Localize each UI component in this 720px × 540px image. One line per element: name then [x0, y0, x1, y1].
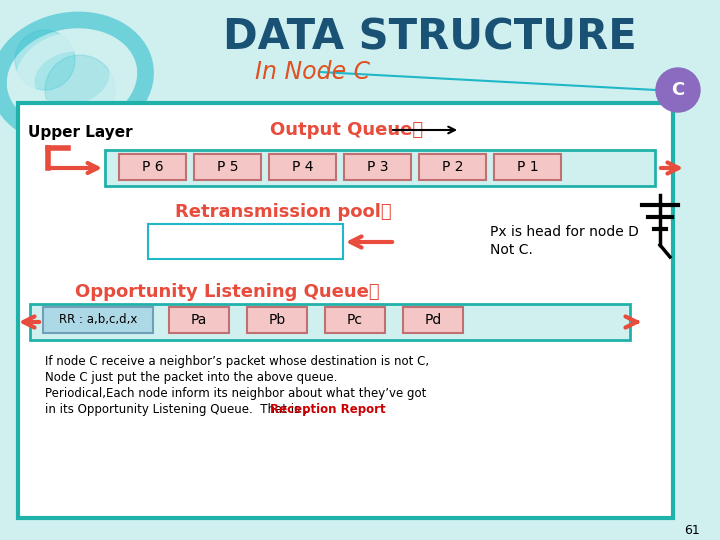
- Text: 61: 61: [684, 523, 700, 537]
- Text: P 6: P 6: [142, 160, 163, 174]
- Text: C: C: [671, 81, 685, 99]
- FancyBboxPatch shape: [269, 154, 336, 180]
- Text: In Node C: In Node C: [255, 60, 370, 84]
- Text: Pb: Pb: [269, 313, 286, 327]
- Text: Reception Report: Reception Report: [270, 403, 385, 416]
- Text: Output Queue：: Output Queue：: [270, 121, 423, 139]
- Text: P 5: P 5: [217, 160, 238, 174]
- Text: P 1: P 1: [517, 160, 539, 174]
- Text: P 2: P 2: [442, 160, 463, 174]
- Text: in its Opportunity Listening Queue.  That is ,: in its Opportunity Listening Queue. That…: [45, 403, 312, 416]
- Text: Px is head for node D: Px is head for node D: [490, 225, 639, 239]
- Text: Pc: Pc: [347, 313, 363, 327]
- FancyBboxPatch shape: [325, 307, 385, 333]
- FancyBboxPatch shape: [18, 103, 673, 518]
- Text: RR : a,b,c,d,x: RR : a,b,c,d,x: [59, 314, 138, 327]
- FancyBboxPatch shape: [148, 224, 343, 259]
- Text: DATA STRUCTURE: DATA STRUCTURE: [223, 17, 637, 59]
- Circle shape: [15, 30, 75, 90]
- FancyBboxPatch shape: [105, 150, 655, 186]
- Text: Pd: Pd: [424, 313, 441, 327]
- Text: Upper Layer: Upper Layer: [28, 125, 132, 139]
- FancyBboxPatch shape: [194, 154, 261, 180]
- Text: Not C.: Not C.: [490, 243, 533, 257]
- FancyBboxPatch shape: [169, 307, 229, 333]
- FancyBboxPatch shape: [30, 304, 630, 340]
- Text: Node C just put the packet into the above queue.: Node C just put the packet into the abov…: [45, 372, 338, 384]
- FancyBboxPatch shape: [494, 154, 561, 180]
- FancyBboxPatch shape: [119, 154, 186, 180]
- FancyBboxPatch shape: [419, 154, 486, 180]
- FancyBboxPatch shape: [43, 307, 153, 333]
- Circle shape: [656, 68, 700, 112]
- FancyBboxPatch shape: [403, 307, 463, 333]
- Text: P 3: P 3: [366, 160, 388, 174]
- Text: P 4: P 4: [292, 160, 313, 174]
- Text: Pa: Pa: [191, 313, 207, 327]
- Text: Periodical,Each node inform its neighbor about what they’ve got: Periodical,Each node inform its neighbor…: [45, 388, 426, 401]
- FancyBboxPatch shape: [247, 307, 307, 333]
- FancyBboxPatch shape: [344, 154, 411, 180]
- Text: If node C receive a neighbor’s packet whose destination is not C,: If node C receive a neighbor’s packet wh…: [45, 355, 429, 368]
- Circle shape: [45, 55, 115, 125]
- Text: Opportunity Listening Queue：: Opportunity Listening Queue：: [75, 283, 379, 301]
- Text: Retransmission pool：: Retransmission pool：: [175, 203, 392, 221]
